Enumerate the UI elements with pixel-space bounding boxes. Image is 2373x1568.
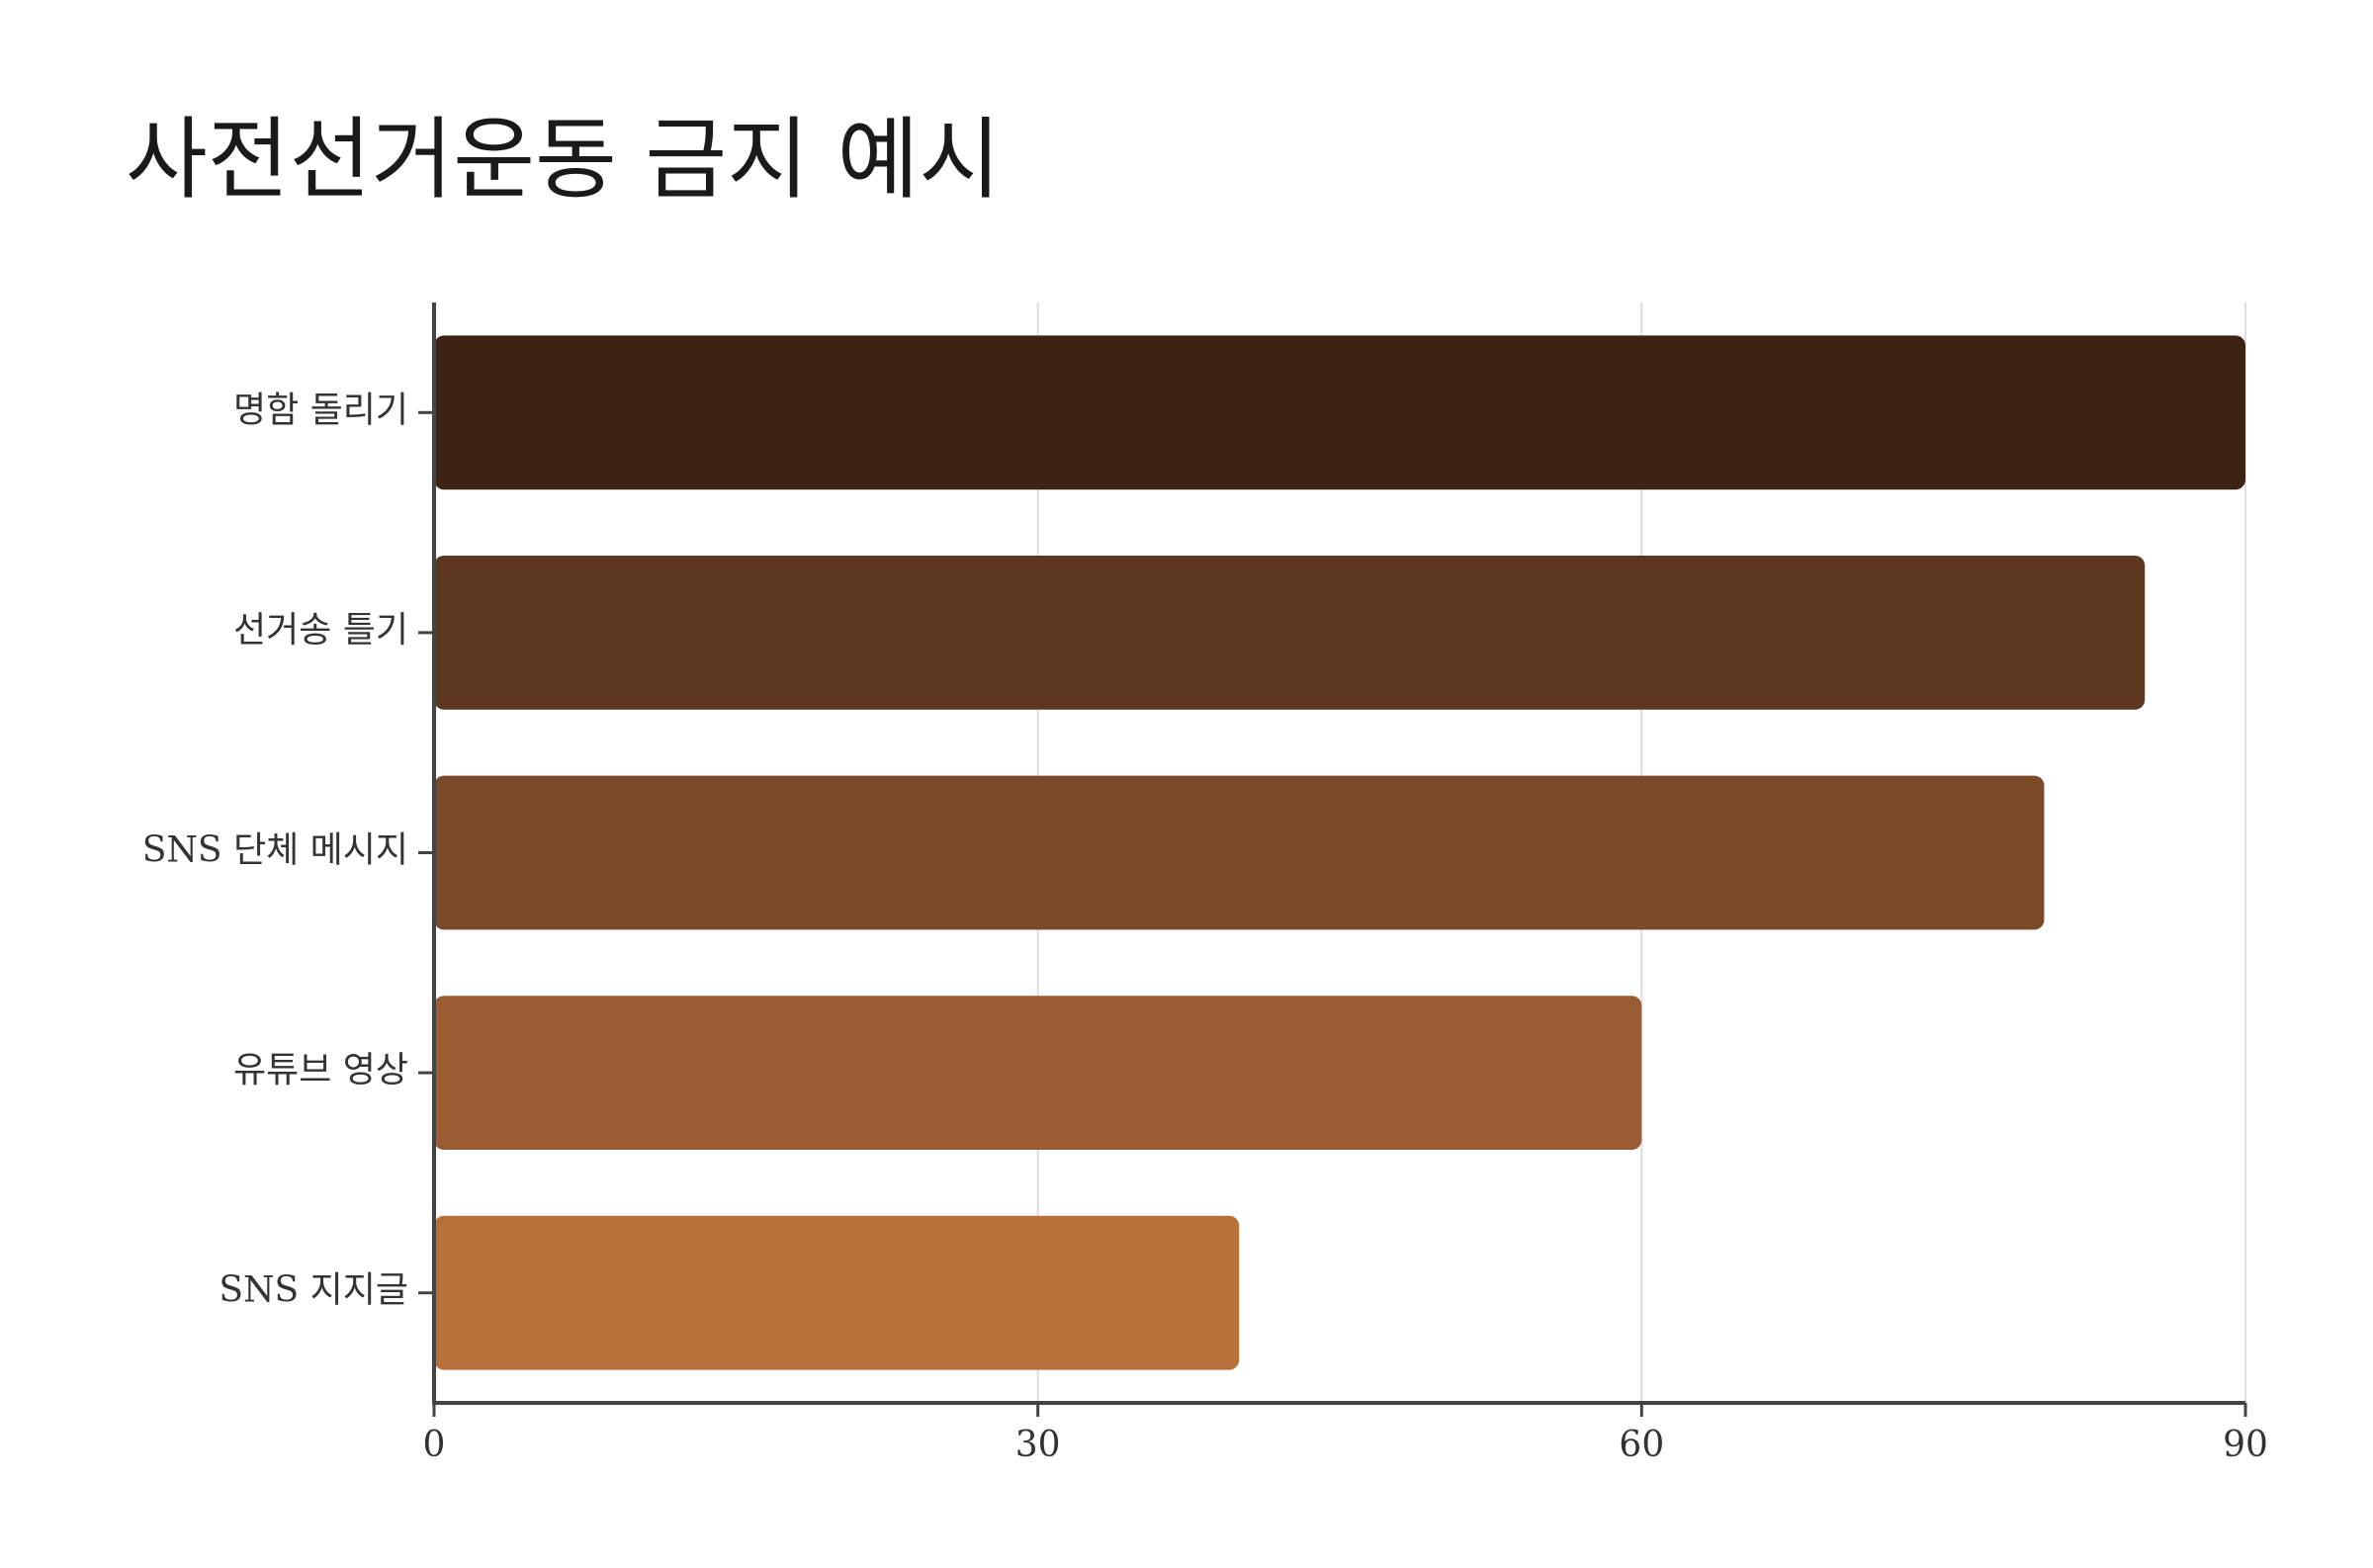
x-tick-label: 30 (1015, 1425, 1061, 1465)
chart-title: 사전선거운동 금지 예시 (126, 108, 1001, 212)
y-tick-label: 선거송 틀기 (233, 610, 408, 651)
bar (434, 775, 2045, 930)
bar (434, 555, 2146, 710)
y-tick-label: 유튜브 영상 (233, 1050, 408, 1090)
x-tick-label: 0 (423, 1425, 446, 1465)
x-tick-label: 60 (1619, 1425, 1664, 1465)
bar (434, 335, 2245, 490)
bar (434, 996, 1642, 1151)
y-tick-label: SNS 지지글 (219, 1270, 408, 1311)
y-tick-label: SNS 단체 메시지 (142, 830, 408, 871)
bar (434, 1215, 1240, 1370)
y-tick-label: 명함 돌리기 (233, 390, 408, 430)
x-tick-label: 90 (2223, 1425, 2268, 1465)
